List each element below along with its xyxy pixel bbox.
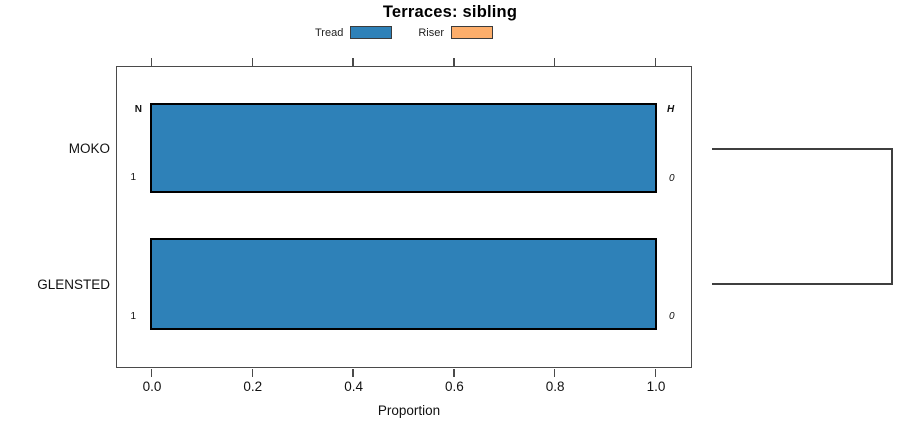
bracket-line-bottom — [712, 283, 893, 285]
legend-label-tread: Tread — [315, 26, 344, 39]
annotation-moko-bottom-left: 1 — [130, 172, 136, 183]
plot-area — [116, 57, 692, 377]
category-label-glensted: GLENSTED — [37, 277, 110, 292]
bracket-line-vertical — [891, 148, 893, 285]
x-tick — [654, 57, 657, 66]
x-tick — [251, 57, 254, 66]
annotation-glensted-bottom-left: 1 — [130, 311, 136, 322]
x-tick-label: 0.8 — [545, 379, 565, 394]
legend-label-riser: Riser — [418, 26, 444, 39]
x-tick-label: 0.0 — [142, 379, 162, 394]
category-label-moko: MOKO — [68, 141, 110, 156]
x-tick — [150, 57, 153, 66]
bracket-line-top — [712, 148, 893, 150]
legend-swatch-tread — [350, 26, 393, 39]
x-tick-label: 1.0 — [646, 379, 666, 394]
annotation-moko-top-right: H — [667, 104, 675, 115]
legend-swatch-riser — [451, 26, 493, 39]
x-tick-label: 0.6 — [445, 379, 464, 394]
chart-title: Terraces: sibling — [382, 3, 518, 21]
x-tick — [553, 368, 556, 377]
x-tick — [251, 368, 254, 377]
x-tick — [453, 368, 455, 377]
x-tick — [553, 57, 556, 66]
annotation-moko-bottom-right: 0 — [669, 173, 675, 184]
bar-row-glensted — [149, 237, 657, 330]
legend-item-riser: Riser — [418, 26, 493, 39]
legend: Tread Riser — [0, 26, 808, 39]
bar-row-moko-riser — [150, 103, 657, 193]
x-tick — [150, 368, 153, 377]
legend-item-tread: Tread — [315, 26, 393, 39]
x-tick-label: 0.4 — [344, 379, 363, 394]
annotation-moko-top-left: N — [134, 104, 142, 115]
x-tick-label: 0.2 — [243, 379, 263, 394]
x-tick — [654, 368, 657, 377]
bar-row-glensted-riser — [150, 238, 657, 330]
x-tick — [352, 57, 354, 66]
bar-row-moko — [149, 102, 657, 193]
x-tick — [453, 57, 455, 66]
annotation-glensted-bottom-right: 0 — [669, 311, 675, 322]
x-axis-label: Proportion — [377, 403, 441, 418]
x-tick — [352, 368, 354, 377]
bar-glensted-tread — [149, 237, 657, 330]
bar-moko-tread — [149, 102, 657, 193]
